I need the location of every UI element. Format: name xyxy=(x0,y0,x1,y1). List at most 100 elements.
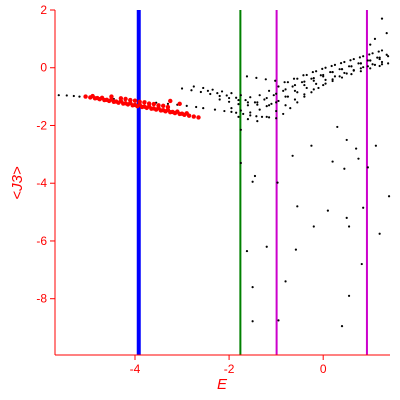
data-point xyxy=(387,195,391,198)
data-point xyxy=(202,107,205,110)
data-point xyxy=(340,76,344,79)
data-point xyxy=(253,101,257,104)
data-point xyxy=(251,320,254,323)
data-point xyxy=(237,115,240,118)
data-point xyxy=(267,89,271,92)
data-point xyxy=(338,75,341,78)
axes xyxy=(54,10,390,356)
highlight-point xyxy=(123,96,128,102)
highlight-point xyxy=(165,104,171,110)
data-point xyxy=(373,63,377,66)
highlight-point xyxy=(90,93,95,99)
highlight-point xyxy=(196,115,201,120)
data-point xyxy=(293,83,297,87)
data-point xyxy=(312,225,315,228)
highlight-point xyxy=(123,101,128,106)
highlight-point xyxy=(128,97,133,103)
x-tick-label: -4 xyxy=(130,362,141,376)
data-point xyxy=(293,98,297,101)
data-point xyxy=(291,85,294,88)
data-point xyxy=(303,95,306,98)
data-point xyxy=(65,94,68,97)
data-point xyxy=(310,144,313,147)
data-point xyxy=(275,109,278,113)
data-point xyxy=(310,91,313,94)
data-point xyxy=(359,67,362,70)
data-point xyxy=(249,114,252,117)
data-point xyxy=(380,63,384,66)
data-point xyxy=(255,76,258,79)
data-point xyxy=(283,81,286,84)
data-point xyxy=(293,89,297,92)
highlight-point xyxy=(175,109,180,114)
data-point xyxy=(237,98,240,102)
data-point xyxy=(260,115,264,118)
data-point xyxy=(282,112,285,116)
data-point xyxy=(352,57,355,61)
data-point xyxy=(296,205,299,208)
data-point xyxy=(324,78,327,81)
data-point xyxy=(284,280,287,283)
highlight-point xyxy=(156,103,161,108)
data-point xyxy=(249,111,252,114)
y-tick-label: -2 xyxy=(36,118,47,132)
data-point xyxy=(305,73,308,77)
highlight-point xyxy=(104,97,109,102)
data-point xyxy=(213,108,217,111)
data-point xyxy=(185,104,188,107)
data-point xyxy=(206,89,210,92)
data-point xyxy=(343,167,346,170)
data-point xyxy=(239,161,242,165)
data-point xyxy=(72,94,75,98)
data-point xyxy=(223,109,226,113)
data-point xyxy=(324,82,327,85)
highlight-point xyxy=(113,99,119,104)
data-point xyxy=(347,225,351,228)
data-point xyxy=(246,118,250,121)
data-point xyxy=(272,94,275,97)
data-point xyxy=(360,262,363,266)
data-point xyxy=(216,92,219,95)
data-point xyxy=(284,104,287,107)
data-point xyxy=(256,101,259,104)
highlight-point xyxy=(161,103,166,109)
data-point xyxy=(286,95,290,98)
highlight-point xyxy=(142,100,147,105)
data-point xyxy=(253,174,257,178)
data-point xyxy=(357,157,360,160)
data-point xyxy=(324,66,327,69)
data-point xyxy=(343,60,346,64)
data-point xyxy=(303,93,306,96)
data-point xyxy=(387,62,390,65)
data-point xyxy=(376,56,379,59)
data-point xyxy=(322,73,325,77)
data-point xyxy=(294,248,297,251)
data-point xyxy=(326,209,329,212)
data-point xyxy=(296,101,299,104)
data-point xyxy=(282,89,285,92)
data-point xyxy=(378,232,381,235)
data-point xyxy=(264,78,267,81)
data-point xyxy=(329,70,332,74)
data-point xyxy=(244,98,247,102)
data-point xyxy=(195,105,198,109)
data-point xyxy=(289,107,292,110)
data-point xyxy=(362,55,365,58)
data-point xyxy=(276,181,279,184)
data-point xyxy=(345,216,348,219)
highlight-point xyxy=(132,98,138,103)
data-point xyxy=(311,70,314,74)
highlight-point xyxy=(109,94,114,99)
data-point xyxy=(258,108,261,111)
data-point xyxy=(249,96,252,99)
data-point xyxy=(230,110,233,114)
data-point xyxy=(274,79,277,82)
data-point xyxy=(192,85,195,88)
data-point xyxy=(380,17,384,20)
data-point xyxy=(292,77,296,80)
data-point xyxy=(330,64,333,68)
data-point xyxy=(256,120,259,123)
highlight-point xyxy=(151,106,157,111)
data-point xyxy=(220,90,224,93)
